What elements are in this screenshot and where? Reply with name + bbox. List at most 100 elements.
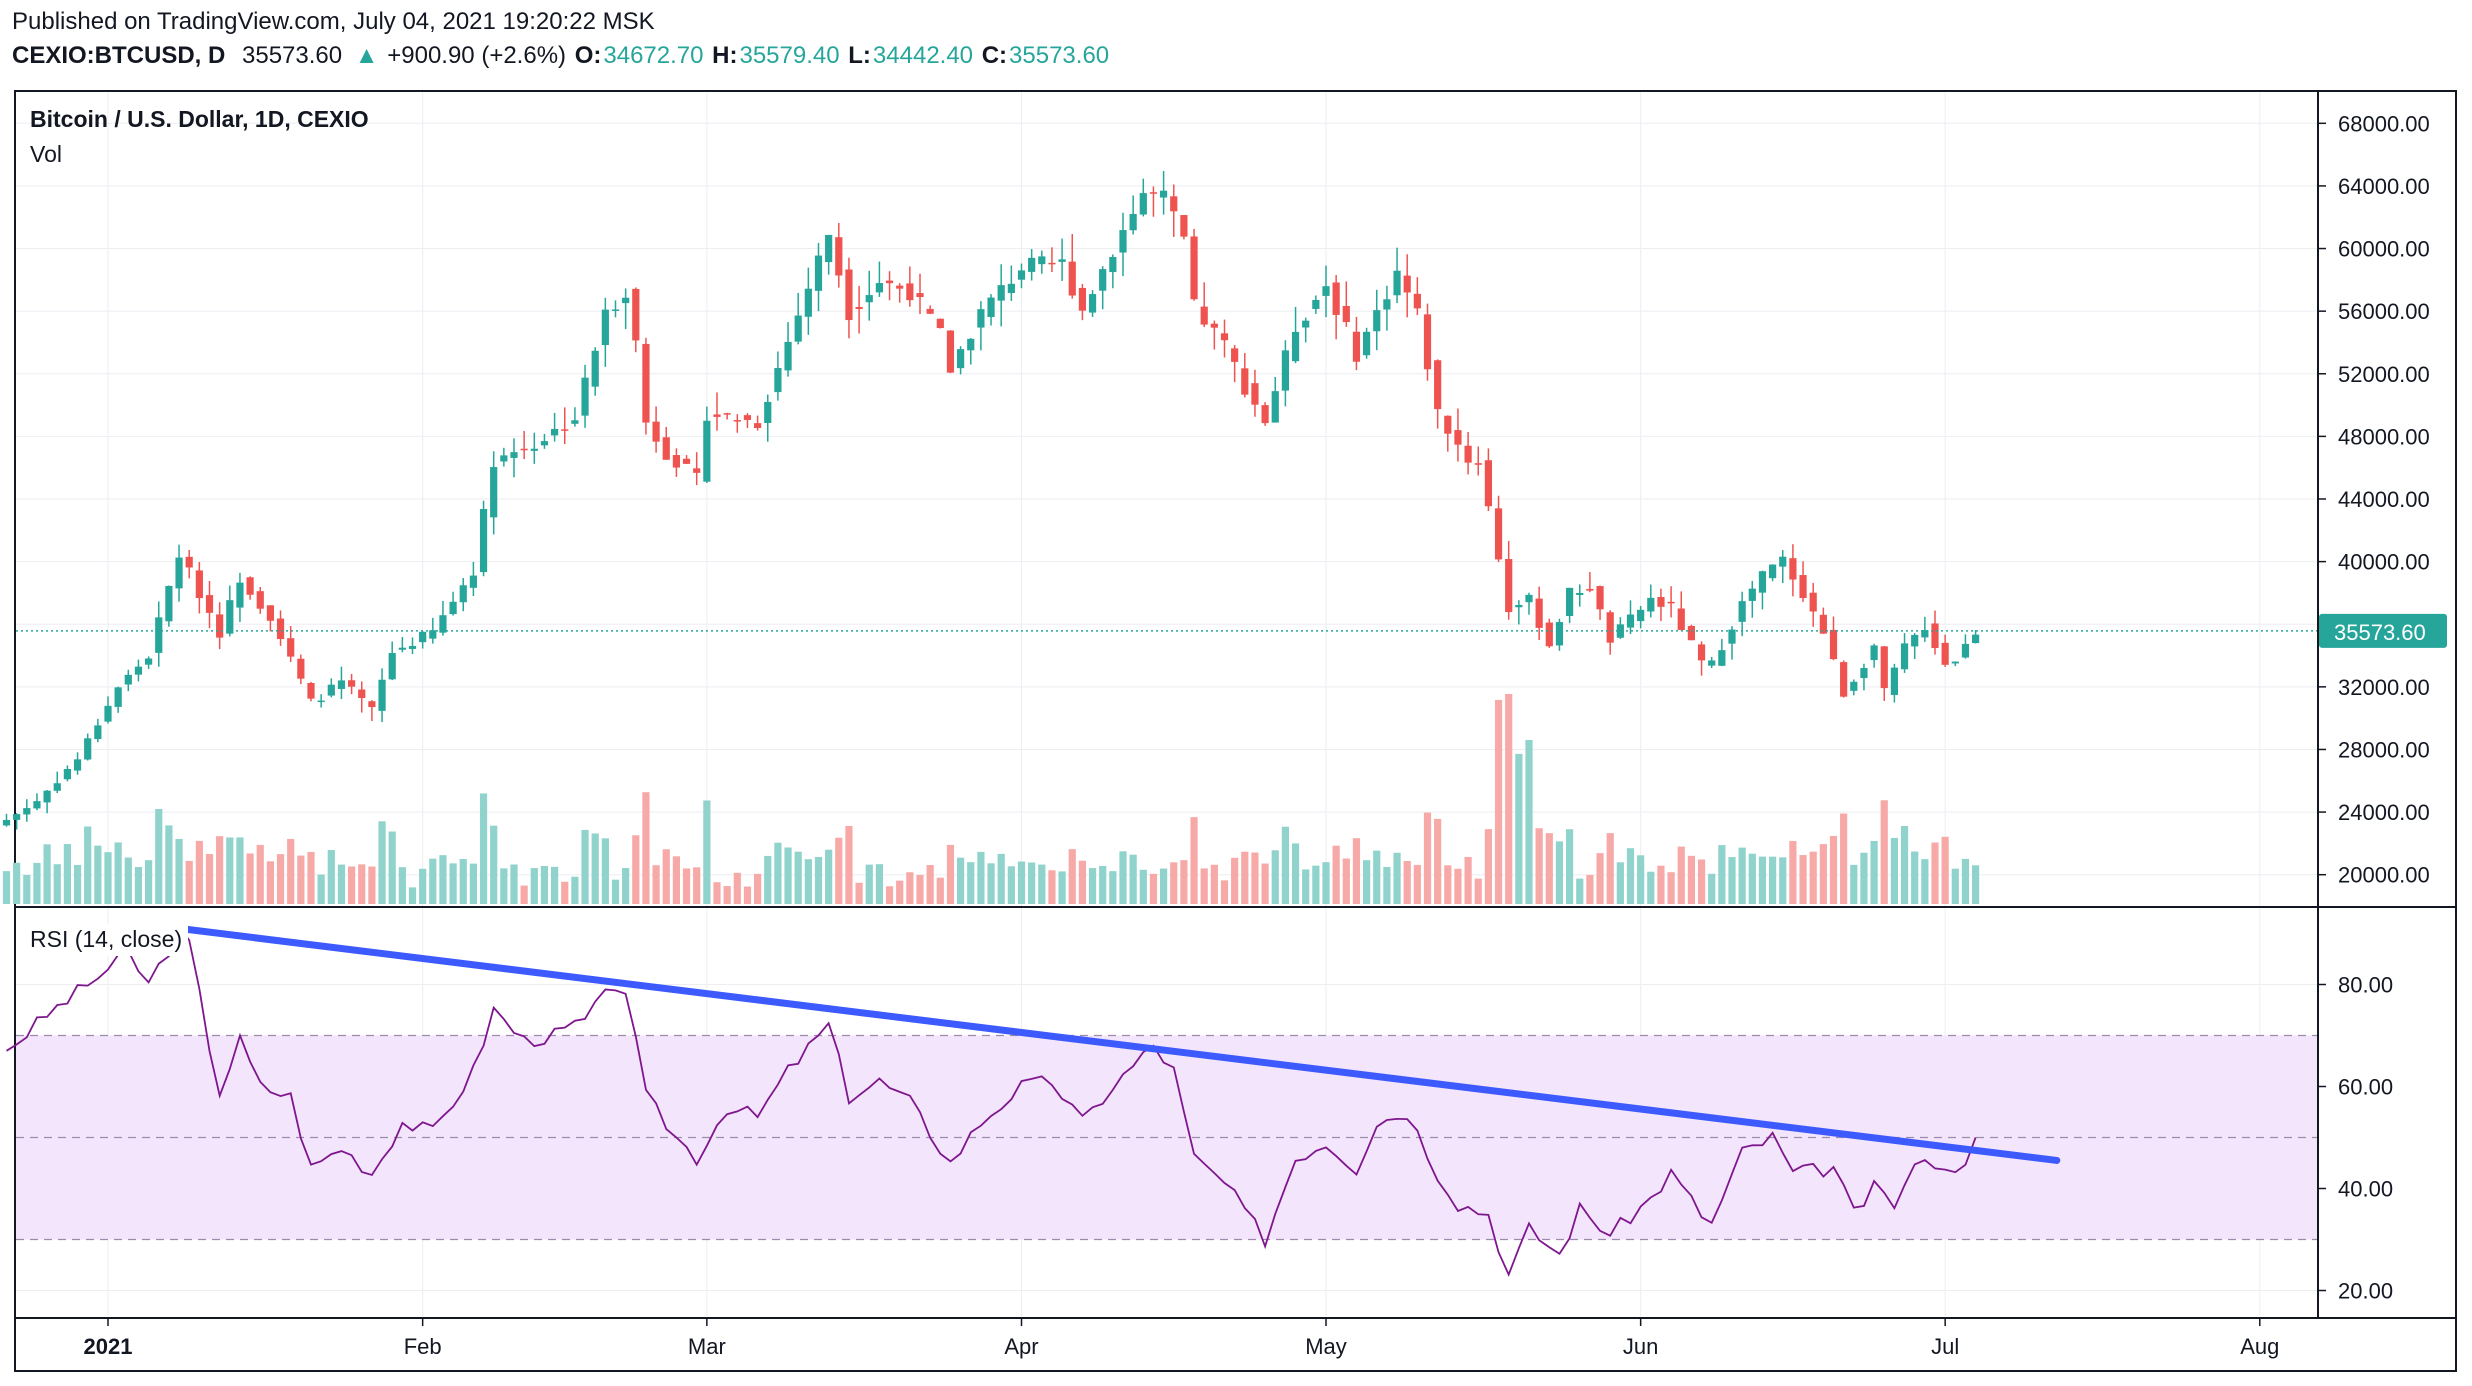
change-value: +900.90 (+2.6%) <box>387 42 567 69</box>
volume-bar <box>906 872 914 904</box>
volume-bar <box>946 844 955 904</box>
volume-bar <box>1647 871 1655 904</box>
candle-body <box>1505 559 1513 613</box>
volume-bar <box>1413 864 1421 904</box>
volume-bar <box>165 825 173 904</box>
volume-bar <box>43 844 51 904</box>
volume-bar <box>1819 844 1827 904</box>
rsi-trendline[interactable] <box>175 924 2061 1164</box>
candle-body <box>2 819 11 826</box>
volume-bar <box>1261 863 1269 904</box>
volume-bar <box>1078 860 1086 904</box>
candle-body <box>855 307 863 309</box>
candle-body <box>875 283 883 293</box>
volume-bar <box>1363 860 1371 904</box>
volume-bar <box>723 886 731 904</box>
open-value: 34672.70 <box>603 42 704 69</box>
volume-bar <box>1109 871 1117 904</box>
candle-body <box>1718 650 1726 666</box>
volume-bar <box>378 821 386 904</box>
candle-body <box>1870 645 1878 661</box>
candle-body <box>1819 614 1827 634</box>
candle-body <box>1626 614 1635 628</box>
volume-bar <box>1119 851 1127 904</box>
volume-bar <box>1738 847 1746 904</box>
candle-body <box>1261 405 1269 424</box>
volume-bar <box>1789 840 1797 904</box>
volume-bar <box>784 847 792 904</box>
candle-body <box>216 614 224 638</box>
volume-bar <box>500 868 508 904</box>
candle-body <box>1281 350 1289 391</box>
volume-bar <box>114 842 122 904</box>
candle-body <box>693 468 701 473</box>
price-axis[interactable]: 68000.00 64000.00 60000.00 56000.00 52000.00… <box>2318 111 2430 888</box>
low-value: 34442.40 <box>872 42 974 69</box>
volume-bar <box>520 885 528 904</box>
volume-bar <box>449 863 457 904</box>
high-label: H: <box>712 42 738 69</box>
price-tick-label: 68000.00 <box>2338 111 2430 136</box>
rsi-axis[interactable]: 80.00 60.00 40.00 20.00 <box>2318 973 2393 1304</box>
volume-bar <box>1779 857 1787 904</box>
volume-bar <box>632 835 640 904</box>
candle-body <box>1545 622 1553 647</box>
volume-bar <box>510 864 518 904</box>
volume-bar <box>1403 861 1411 904</box>
rsi-tick-label: 20.00 <box>2338 1279 2393 1304</box>
time-axis[interactable]: 2021 Feb Mar Apr May Jun Jul Aug <box>84 1318 2280 1359</box>
candle-body <box>1758 571 1767 593</box>
candle-body <box>1657 597 1665 607</box>
candle-body <box>1494 508 1503 560</box>
volume-bar <box>865 864 873 904</box>
candle-body <box>185 556 193 568</box>
candle-body <box>1900 643 1909 670</box>
volume-bar <box>1160 868 1168 904</box>
candle-body <box>155 617 163 653</box>
volume-bar <box>1860 852 1868 904</box>
candle-body <box>885 280 894 284</box>
volume-bar <box>530 868 538 904</box>
candle-body <box>774 368 782 393</box>
volume-bar <box>581 829 589 904</box>
volume-bar <box>743 886 752 904</box>
close-value: 35573.60 <box>1009 42 1110 69</box>
volume-bar <box>1606 833 1614 904</box>
candle-body <box>632 288 640 341</box>
volume-bar <box>246 853 254 904</box>
candle-body <box>1647 597 1655 612</box>
candle-body <box>1799 575 1807 599</box>
volume-bar <box>327 850 335 904</box>
volume-bar <box>1525 740 1533 904</box>
candle-body <box>1017 270 1026 280</box>
volume-bar <box>1444 865 1452 904</box>
candle-body <box>1951 661 1959 664</box>
volume-bar <box>398 867 406 904</box>
candle-body <box>916 293 924 298</box>
volume-bar <box>1637 855 1645 904</box>
volume-bar <box>73 864 82 904</box>
time-tick-label: Aug <box>2240 1334 2279 1359</box>
candle-body <box>1231 348 1239 362</box>
volume-bar <box>1017 861 1026 904</box>
volume-bar <box>1088 868 1097 904</box>
candle-body <box>1566 587 1574 616</box>
volume-bar <box>1271 850 1279 904</box>
volume-bar <box>855 882 863 904</box>
price-tick-label: 48000.00 <box>2338 424 2430 449</box>
candlestick-series <box>2 171 1980 830</box>
volume-bar <box>1068 849 1076 904</box>
candle-body <box>1809 592 1817 612</box>
chart-frame[interactable] <box>14 90 2457 1372</box>
candle-body <box>561 429 569 431</box>
candle-body <box>1109 257 1117 273</box>
candle-body <box>1941 642 1949 665</box>
candle-body <box>723 413 731 415</box>
volume-bar <box>1494 699 1503 904</box>
volume-bar <box>408 887 417 904</box>
candle-body <box>368 701 376 708</box>
volume-bar <box>1951 868 1959 904</box>
volume-bar <box>1809 851 1817 904</box>
candle-body <box>500 455 508 462</box>
